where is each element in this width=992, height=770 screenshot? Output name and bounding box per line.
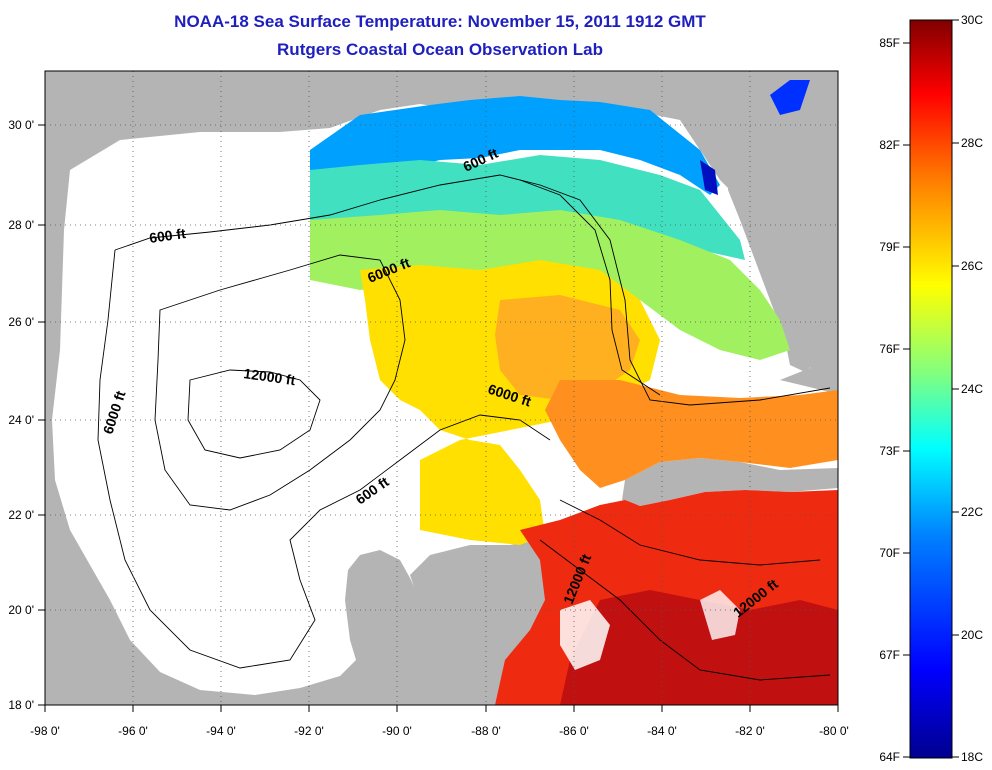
colorbar-f-label: 73F bbox=[879, 444, 900, 458]
contour-label: 600 ft bbox=[148, 225, 187, 246]
colorbar-f-label: 79F bbox=[879, 240, 900, 254]
colorbar-f-label: 76F bbox=[879, 342, 900, 356]
colorbar-c-label: 26C bbox=[961, 259, 983, 273]
map-frame bbox=[44, 70, 839, 706]
yucatan-land bbox=[410, 540, 560, 705]
x-tick-label: -86 0' bbox=[559, 724, 589, 738]
colorbar-c-label: 18C bbox=[961, 750, 983, 764]
x-tick-label: -84 0' bbox=[647, 724, 677, 738]
x-tick-label: -92 0' bbox=[294, 724, 324, 738]
x-tick-label: -82 0' bbox=[735, 724, 765, 738]
cuba-land bbox=[622, 458, 838, 506]
x-tick-label: -94 0' bbox=[206, 724, 236, 738]
colorbar-ticks bbox=[903, 19, 959, 758]
y-tick-label: 18 0' bbox=[8, 698, 34, 712]
colorbar-f-label: 85F bbox=[879, 36, 900, 50]
colorbar-c-label: 24C bbox=[961, 382, 983, 396]
y-tick-label: 28 0' bbox=[8, 218, 34, 232]
x-tick-label: -90 0' bbox=[382, 724, 412, 738]
y-tick-label: 22 0' bbox=[8, 508, 34, 522]
colorbar-c-label: 30C bbox=[961, 13, 983, 27]
y-tick-label: 20 0' bbox=[8, 603, 34, 617]
y-tick-label: 26 0' bbox=[8, 315, 34, 329]
bathymetry-contours bbox=[97, 174, 831, 681]
colorbar-f-label: 82F bbox=[879, 138, 900, 152]
x-tick-label: -96 0' bbox=[118, 724, 148, 738]
colorbar-f-label: 64F bbox=[879, 750, 900, 764]
x-tick-label: -98 0' bbox=[30, 724, 60, 738]
y-tick-label: 24 0' bbox=[8, 413, 34, 427]
colorbar-f-label: 70F bbox=[879, 546, 900, 560]
colorbar-f-label: 67F bbox=[879, 648, 900, 662]
colorbar-c-label: 28C bbox=[961, 136, 983, 150]
colorbar bbox=[909, 19, 953, 759]
y-tick-label: 30 0' bbox=[8, 118, 34, 132]
x-tick-label: -88 0' bbox=[471, 724, 501, 738]
map-title: NOAA-18 Sea Surface Temperature: Novembe… bbox=[174, 12, 706, 31]
sst-data-overlay bbox=[310, 80, 838, 705]
graticule bbox=[45, 71, 838, 705]
x-tick-label: -80 0' bbox=[819, 724, 849, 738]
florida-land bbox=[728, 75, 838, 372]
colorbar-c-label: 22C bbox=[961, 505, 983, 519]
colorbar-c-label: 20C bbox=[961, 628, 983, 642]
map-subtitle: Rutgers Coastal Ocean Observation Lab bbox=[277, 40, 603, 59]
contour-label: 12000 ft bbox=[243, 365, 297, 388]
axis-ticks bbox=[38, 124, 839, 712]
map-area: 600 ft 600 ft 600 ft 6000 ft 6000 ft 600… bbox=[45, 71, 838, 705]
